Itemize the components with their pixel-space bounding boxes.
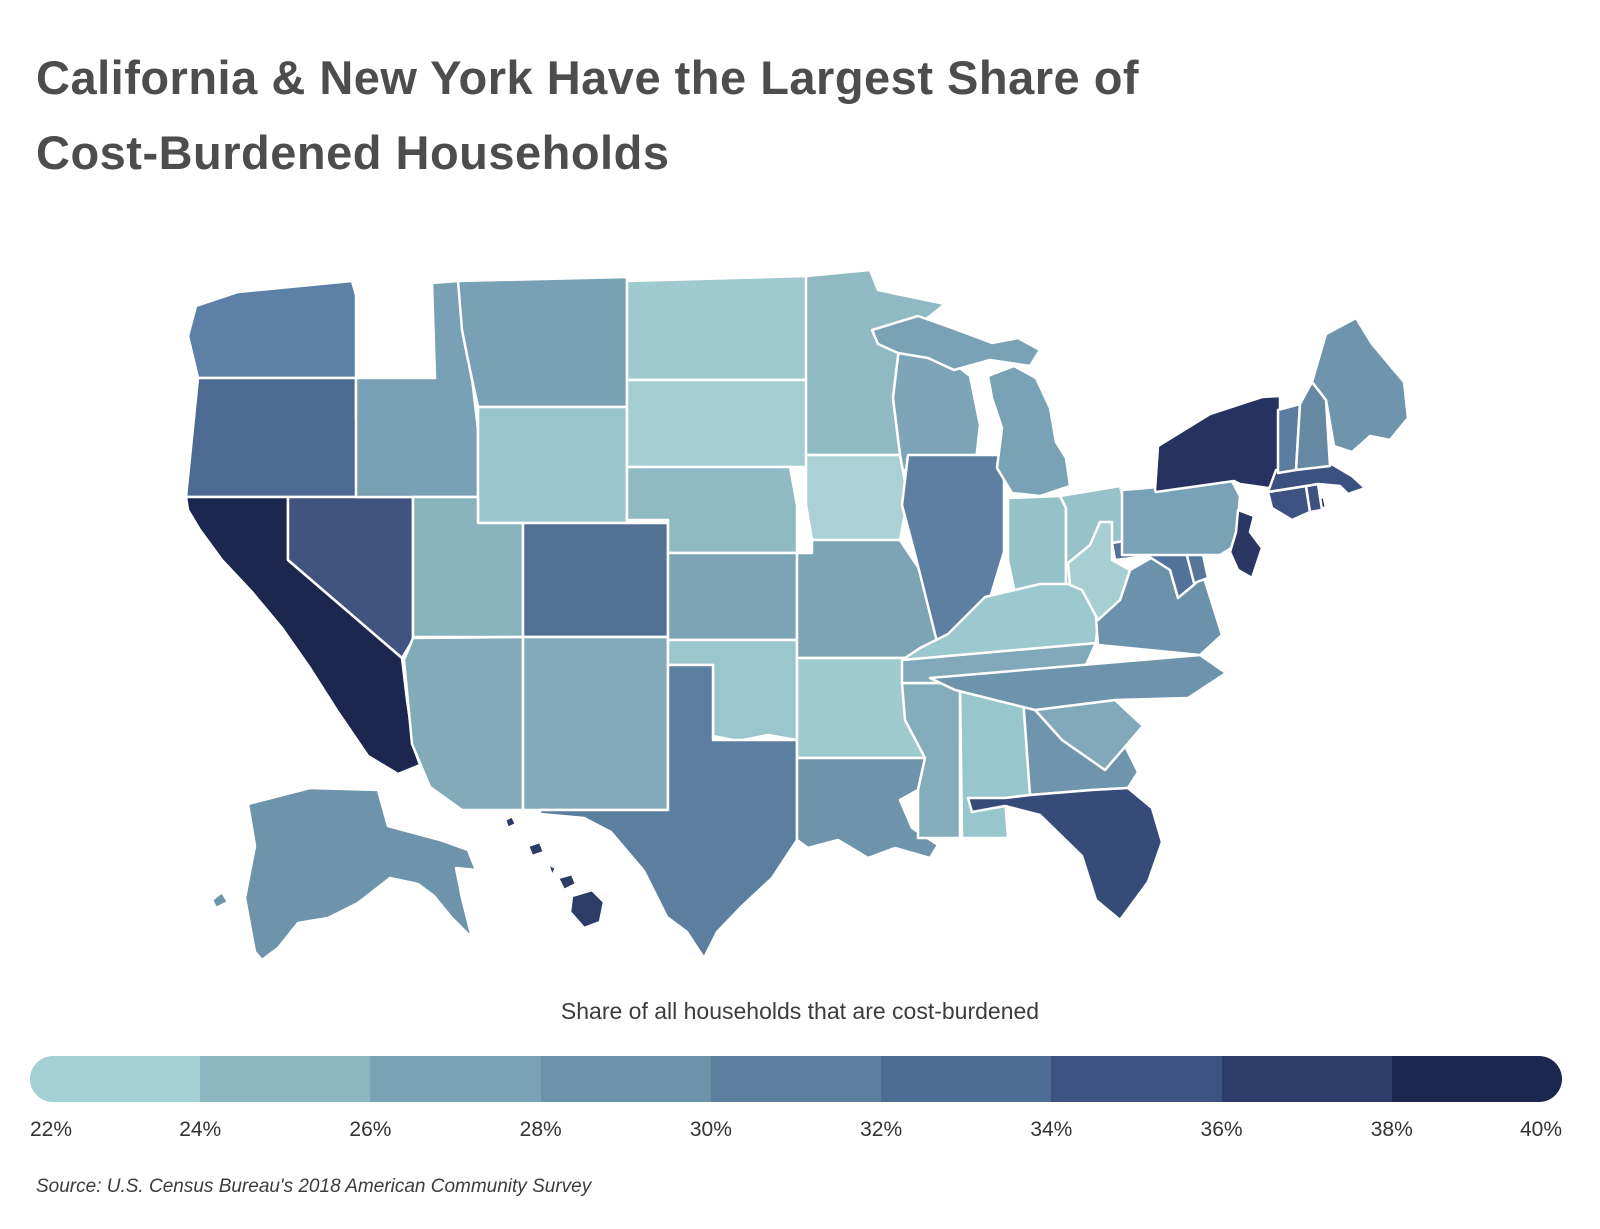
chart-title-line1: California & New York Have the Largest S… xyxy=(36,51,1140,104)
state-hawaii-island-5 xyxy=(568,888,606,930)
state-florida xyxy=(966,786,1164,922)
state-iowa xyxy=(804,453,910,542)
legend-segment xyxy=(30,1056,201,1102)
state-new-jersey xyxy=(1228,508,1264,580)
legend-segment xyxy=(200,1056,371,1102)
state-new-hampshire xyxy=(1294,380,1332,472)
state-washington xyxy=(186,279,358,380)
state-hawaii-island-1 xyxy=(503,814,518,830)
legend-tick-label: 32% xyxy=(860,1118,903,1141)
legend-tick-label: 24% xyxy=(179,1118,222,1141)
state-pennsylvania xyxy=(1120,479,1242,557)
source-note: Source: U.S. Census Bureau's 2018 Americ… xyxy=(36,1176,592,1197)
legend-segment xyxy=(710,1056,882,1102)
legend-segment xyxy=(1221,1056,1392,1102)
state-montana xyxy=(456,275,629,409)
legend-tick-label: 38% xyxy=(1370,1118,1413,1141)
state-alaska-island xyxy=(210,890,230,910)
state-kansas xyxy=(666,551,799,642)
state-new-mexico xyxy=(521,635,670,812)
state-north-carolina xyxy=(928,653,1228,712)
chart-title: California & New York Have the Largest S… xyxy=(36,40,1536,190)
legend-segment xyxy=(881,1056,1052,1102)
legend-tick-label: 34% xyxy=(1030,1118,1073,1141)
legend-tick-label: 28% xyxy=(519,1118,562,1141)
state-north-dakota xyxy=(625,274,812,382)
state-hawaii-island-3 xyxy=(546,862,558,878)
state-michigan xyxy=(986,364,1072,498)
legend-segment xyxy=(1051,1056,1222,1102)
legend-tick-label: 36% xyxy=(1200,1118,1243,1141)
legend-tick-label: 26% xyxy=(349,1118,392,1141)
state-south-dakota xyxy=(625,378,835,469)
state-wyoming xyxy=(476,405,629,525)
legend-segment xyxy=(370,1056,541,1102)
legend-tick-label: 30% xyxy=(689,1118,732,1141)
state-texas xyxy=(538,663,799,960)
legend-color-bar xyxy=(30,1056,1562,1102)
state-rhode-island xyxy=(1304,482,1324,514)
legend-tick-labels: 22% 24% 26% 28% 30% 32% 34% 36% 38% 40% xyxy=(30,1118,1562,1148)
state-oregon xyxy=(184,376,364,499)
legend-title: Share of all households that are cost-bu… xyxy=(560,998,1040,1024)
state-maine xyxy=(1310,316,1410,454)
state-hawaii-island-4 xyxy=(556,872,578,892)
state-west-virginia xyxy=(1066,520,1132,622)
chart-title-line2: Cost-Burdened Households xyxy=(36,126,670,180)
state-colorado xyxy=(521,521,670,639)
legend-segment xyxy=(540,1056,711,1102)
state-hawaii-island-2 xyxy=(526,840,546,858)
state-michigan-upper-peninsula xyxy=(870,314,1042,372)
legend-segment xyxy=(1391,1056,1562,1102)
state-arizona xyxy=(402,635,525,812)
state-alaska xyxy=(243,786,478,962)
legend-tick-label: 22% xyxy=(30,1118,73,1141)
legend-tick-label: 40% xyxy=(1519,1118,1562,1141)
